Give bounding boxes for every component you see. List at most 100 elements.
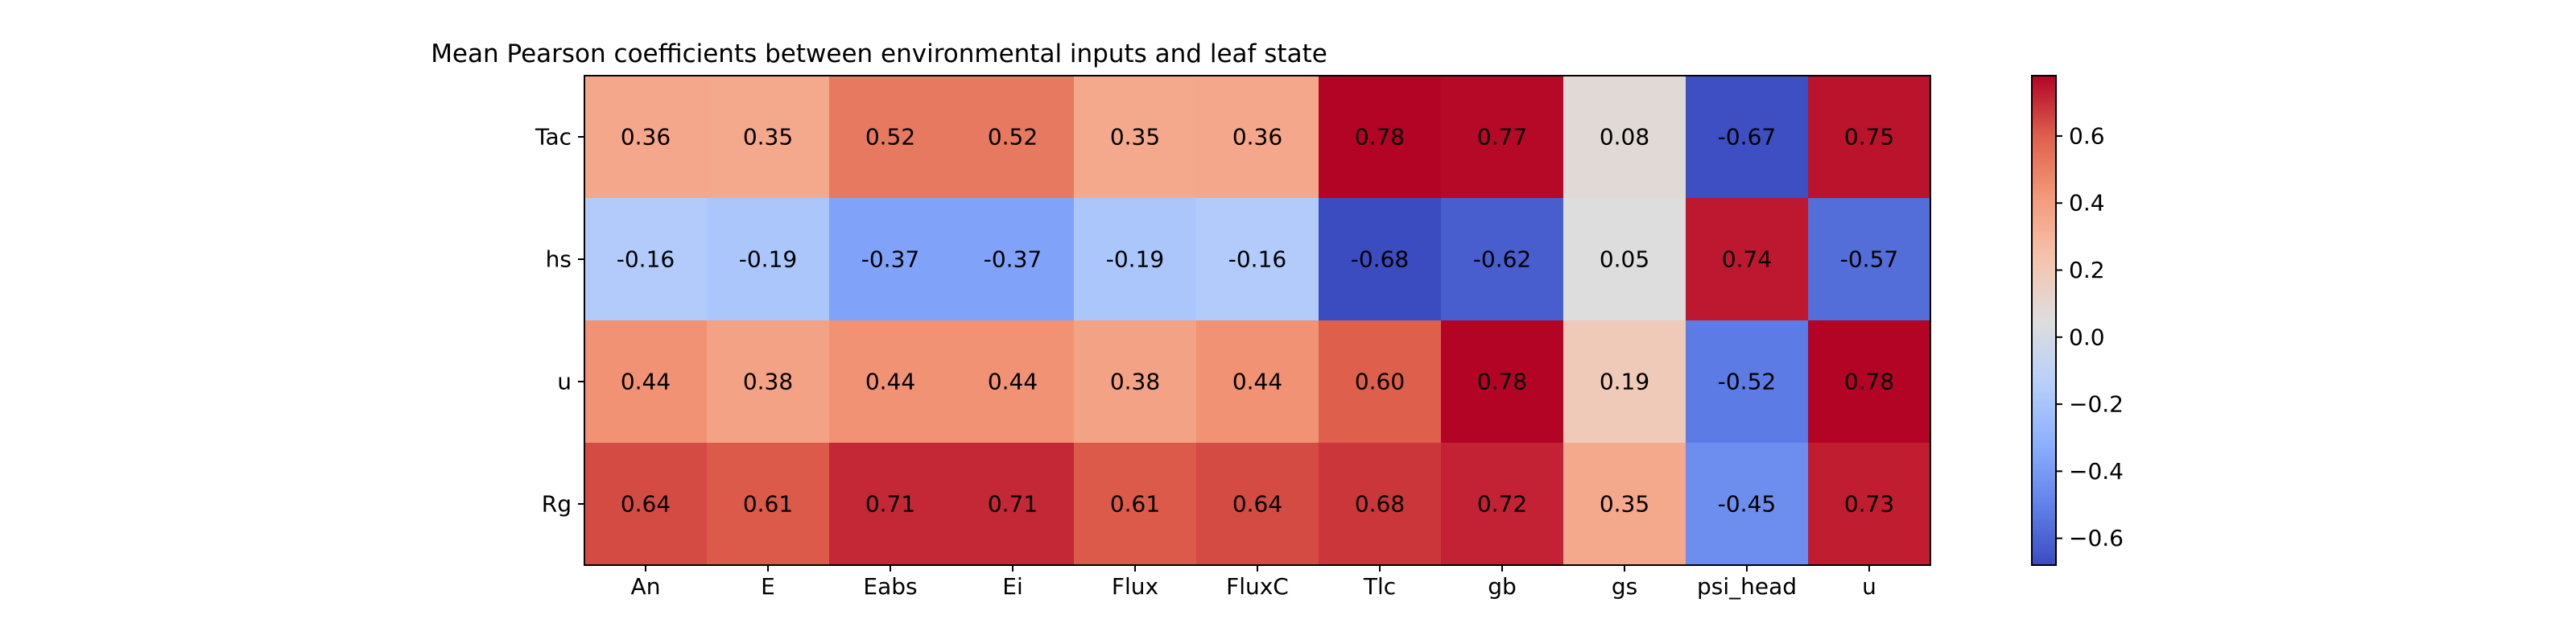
heatmap-cell: [1074, 320, 1197, 444]
colorbar-tick-label: 0.6: [2069, 122, 2105, 149]
heatmap-cell: [707, 198, 830, 321]
heatmap-cell: [1808, 76, 1931, 199]
heatmap-cell: [1319, 198, 1442, 321]
cell-value-label: 0.68: [1355, 491, 1405, 518]
cell-value-label: 0.44: [865, 369, 915, 395]
heatmap-cell: [1319, 443, 1442, 566]
heatmap-cell: [1196, 198, 1319, 321]
cell-value-label: 0.19: [1600, 369, 1649, 395]
heatmap-cell: [952, 443, 1075, 566]
heatmap-cell: [829, 320, 952, 444]
cell-value-label: 0.61: [1110, 491, 1160, 518]
heatmap-cell: [1441, 76, 1564, 199]
cell-value-label: 0.36: [1232, 124, 1282, 151]
heatmap-cell: [1319, 320, 1442, 444]
heatmap-cell: [952, 76, 1075, 199]
x-tick-label: FluxC: [1226, 573, 1289, 600]
chart-title: Mean Pearson coefficients between enviro…: [431, 39, 1327, 68]
cell-value-label: -0.16: [617, 246, 675, 273]
heatmap-cell: [584, 443, 708, 566]
heatmap-cell: [1196, 320, 1319, 444]
heatmap-cell: [952, 198, 1075, 321]
heatmap-cell: [1808, 320, 1931, 444]
cell-value-label: -0.57: [1840, 246, 1898, 273]
x-tick-label: E: [761, 573, 775, 600]
heatmap-cell: [584, 76, 708, 199]
cell-value-label: 0.78: [1477, 369, 1527, 395]
cell-value-label: 0.74: [1722, 246, 1772, 273]
cell-value-label: 0.52: [865, 124, 915, 151]
heatmap-cell: [1074, 443, 1197, 566]
heatmap-cell: [584, 198, 708, 321]
y-tick-label: hs: [546, 246, 572, 273]
colorbar-gradient: [2031, 75, 2057, 566]
cell-value-label: -0.37: [861, 246, 919, 273]
heatmap-cell: [707, 443, 830, 566]
heatmap-cell: [1074, 198, 1197, 321]
cell-value-label: -0.52: [1718, 369, 1776, 395]
x-axis-ticks: An E Eabs Ei Flux FluxC Tlc gb gs psi_head u: [631, 565, 1876, 600]
heatmap-cell: [707, 320, 830, 444]
x-tick-label: Flux: [1112, 573, 1158, 600]
cell-value-label: 0.38: [1110, 369, 1160, 395]
cell-value-label: 0.64: [621, 491, 671, 518]
cell-value-label: 0.44: [621, 369, 671, 395]
cell-value-label: 0.08: [1600, 124, 1649, 151]
cell-value-label: 0.60: [1355, 369, 1405, 395]
heatmap-cell: [1808, 198, 1931, 321]
cell-value-label: 0.44: [1232, 369, 1282, 395]
cell-value-label: 0.36: [621, 124, 671, 151]
heatmap-cell: [1196, 76, 1319, 199]
cell-value-label: 0.78: [1355, 124, 1405, 151]
cell-value-label: 0.61: [743, 491, 793, 518]
y-axis-ticks: Tac hs u Rg: [535, 124, 584, 518]
cell-value-label: -0.45: [1718, 491, 1776, 518]
cell-value-label: 0.35: [1110, 124, 1160, 151]
x-tick-label: u: [1862, 573, 1876, 600]
cell-value-label: 0.77: [1477, 124, 1527, 151]
x-tick-label: Ei: [1002, 573, 1022, 600]
colorbar-tick-label: 0.0: [2069, 324, 2105, 350]
colorbar: −0.6 −0.4 −0.2 0.0 0.2 0.4 0.6: [2031, 75, 2124, 566]
cell-value-label: 0.73: [1844, 491, 1894, 518]
colorbar-ticks: −0.6 −0.4 −0.2 0.0 0.2 0.4 0.6: [2056, 122, 2124, 551]
colorbar-tick-label: −0.6: [2069, 525, 2124, 551]
heatmap-cell: [1686, 76, 1809, 199]
cell-value-label: -0.67: [1718, 124, 1776, 151]
heatmap-cell: [1319, 76, 1442, 199]
heatmap-cell: [1563, 320, 1686, 444]
cell-value-label: 0.71: [988, 491, 1038, 518]
heatmap-cell: [952, 320, 1075, 444]
x-tick-label: gb: [1488, 573, 1517, 600]
heatmap-cell: [1563, 443, 1686, 566]
heatmap-cell: [584, 320, 708, 444]
colorbar-tick-label: 0.4: [2069, 190, 2105, 217]
heatmap-cell: [1563, 198, 1686, 321]
cell-value-label: 0.35: [1600, 491, 1649, 518]
y-tick-label: u: [557, 369, 572, 395]
cell-value-label: 0.64: [1232, 491, 1282, 518]
heatmap-cells: 0.36 0.35 0.52 0.52 0.35 0.36 0.78 0.77 0.08 -0.6…: [584, 76, 1931, 566]
heatmap-cell: [1441, 320, 1564, 444]
y-tick-label: Tac: [535, 124, 572, 151]
colorbar-tick-label: −0.4: [2069, 458, 2124, 485]
cell-value-label: 0.44: [988, 369, 1038, 395]
heatmap-cell: [829, 76, 952, 199]
cell-value-label: -0.19: [1106, 246, 1164, 273]
cell-value-label: 0.72: [1477, 491, 1527, 518]
heatmap-cell: [1686, 198, 1809, 321]
heatmap-cell: [1686, 443, 1809, 566]
colorbar-tick-label: 0.2: [2069, 257, 2105, 283]
cell-value-label: -0.19: [739, 246, 797, 273]
cell-value-label: 0.78: [1844, 369, 1894, 395]
cell-value-label: -0.68: [1351, 246, 1409, 273]
heatmap-cell: [1074, 76, 1197, 199]
x-tick-label: Eabs: [863, 573, 917, 600]
heatmap-cell: [1441, 443, 1564, 566]
heatmap-cell: [829, 198, 952, 321]
cell-value-label: 0.52: [988, 124, 1038, 151]
cell-value-label: 0.71: [865, 491, 915, 518]
x-tick-label: gs: [1612, 573, 1637, 600]
x-tick-label: Tlc: [1363, 573, 1396, 600]
